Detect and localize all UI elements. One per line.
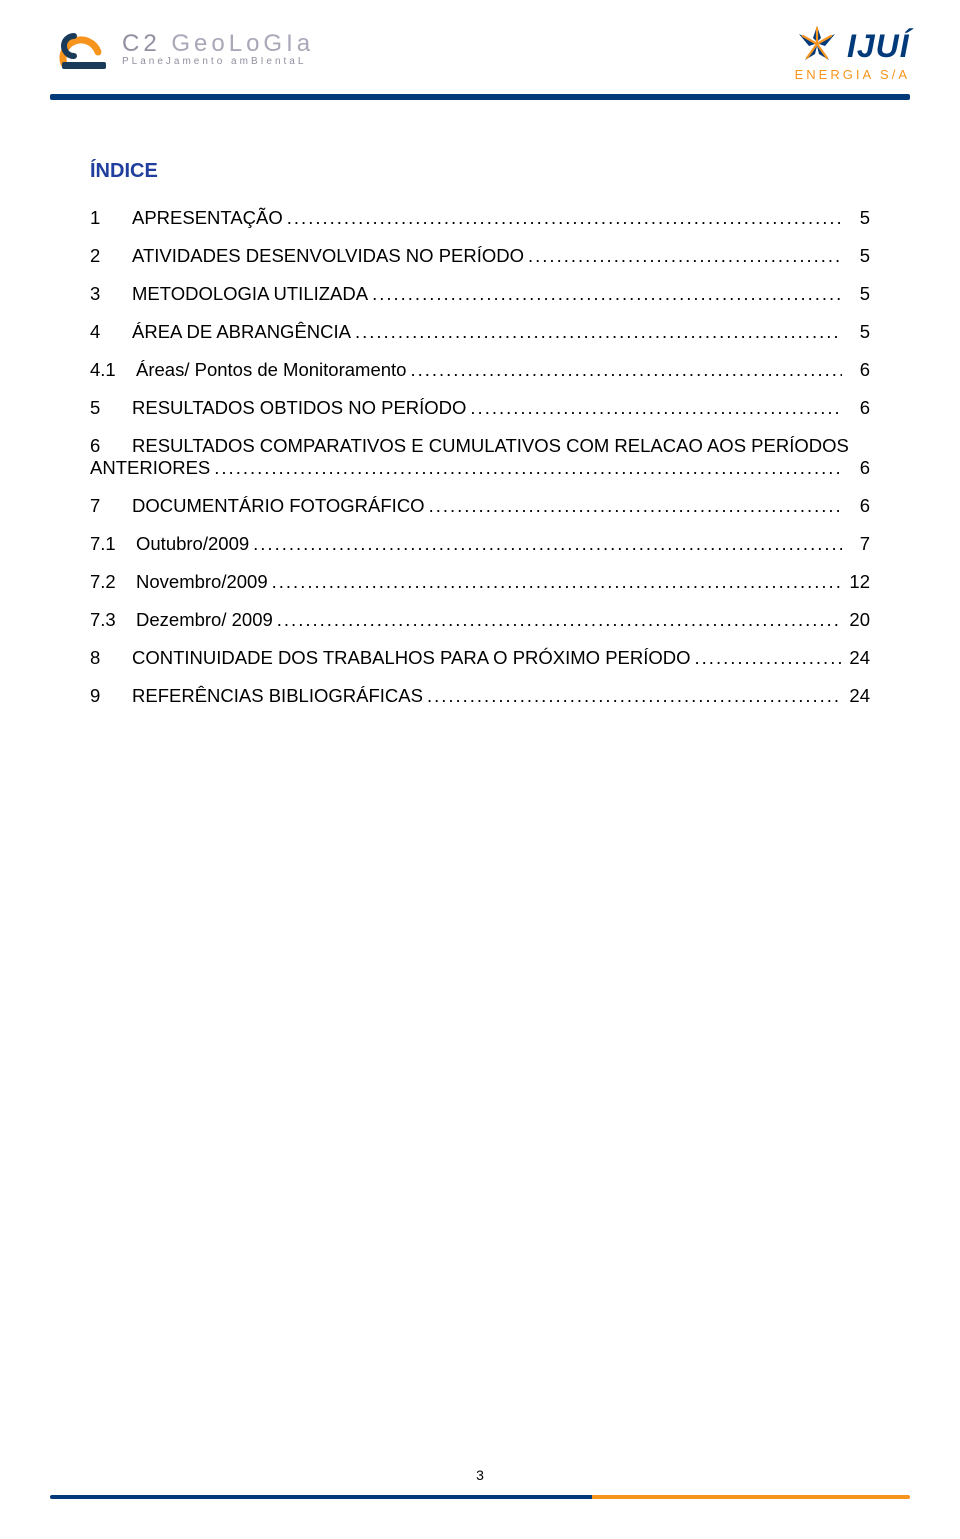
- logo-ijui: IJUÍ ENERGIA S/A: [795, 24, 910, 82]
- indice-heading: ÍNDICE: [90, 160, 870, 183]
- toc-num: 8: [90, 647, 132, 669]
- toc-label: RESULTADOS OBTIDOS NO PERÍODO: [132, 397, 466, 419]
- footer-seg-blue: [50, 1495, 592, 1499]
- toc-row: 6RESULTADOS COMPARATIVOS E CUMULATIVOS C…: [90, 435, 870, 479]
- toc-dots: [277, 609, 842, 631]
- ijui-title: IJUÍ: [847, 28, 910, 65]
- page-number: 3: [0, 1467, 960, 1483]
- toc-row: 7.1Outubro/2009 7: [90, 533, 870, 555]
- toc-row: 7.2Novembro/2009 12: [90, 571, 870, 593]
- toc-label: Outubro/2009: [136, 533, 249, 555]
- toc-num: 2: [90, 245, 132, 267]
- toc-dots: [253, 533, 842, 555]
- toc-page: 12: [846, 571, 870, 593]
- toc-row: 9REFERÊNCIAS BIBLIOGRÁFICAS 24: [90, 685, 870, 707]
- toc-dots: [410, 359, 842, 381]
- toc-num: 4.1: [90, 359, 136, 381]
- toc-row: 3METODOLOGIA UTILIZADA 5: [90, 283, 870, 305]
- toc-label: Dezembro/ 2009: [136, 609, 273, 631]
- toc-page: 5: [846, 283, 870, 305]
- table-of-contents: 1APRESENTAÇÃO52ATIVIDADES DESENVOLVIDAS …: [90, 207, 870, 707]
- toc-page: 6: [846, 359, 870, 381]
- toc-row: 7DOCUMENTÁRIO FOTOGRÁFICO 6: [90, 495, 870, 517]
- toc-page: 5: [846, 321, 870, 343]
- toc-page: 5: [846, 207, 870, 229]
- toc-label: ANTERIORES: [90, 457, 210, 479]
- toc-row: 5RESULTADOS OBTIDOS NO PERÍODO 6: [90, 397, 870, 419]
- ijui-star-icon: [795, 24, 839, 69]
- toc-dots: [355, 321, 842, 343]
- c2-subtitle: PLaneJamento amBIentaL: [122, 56, 314, 67]
- toc-dots: [214, 457, 842, 479]
- toc-num: 4: [90, 321, 132, 343]
- toc-dots: [272, 571, 842, 593]
- content-area: ÍNDICE 1APRESENTAÇÃO52ATIVIDADES DESENVO…: [0, 100, 960, 707]
- toc-num: 7: [90, 495, 132, 517]
- toc-label: ATIVIDADES DESENVOLVIDAS NO PERÍODO: [132, 245, 524, 267]
- toc-row: 7.3Dezembro/ 2009 20: [90, 609, 870, 631]
- toc-page: 6: [846, 457, 870, 479]
- toc-label: CONTINUIDADE DOS TRABALHOS PARA O PRÓXIM…: [132, 647, 691, 669]
- toc-row: 2ATIVIDADES DESENVOLVIDAS NO PERÍODO 5: [90, 245, 870, 267]
- toc-num: 7.1: [90, 533, 136, 555]
- toc-dots: [287, 207, 842, 229]
- toc-num: 6: [90, 435, 132, 457]
- toc-page: 6: [846, 495, 870, 517]
- toc-num: 1: [90, 207, 132, 229]
- c2-title-b: GeoLoGIa: [171, 30, 314, 57]
- toc-row: 1APRESENTAÇÃO 5: [90, 207, 870, 229]
- toc-dots: [695, 647, 842, 669]
- toc-row: 8CONTINUIDADE DOS TRABALHOS PARA O PRÓXI…: [90, 647, 870, 669]
- toc-dots: [429, 495, 842, 517]
- toc-num: 3: [90, 283, 132, 305]
- toc-label: Áreas/ Pontos de Monitoramento: [136, 359, 406, 381]
- toc-page: 6: [846, 397, 870, 419]
- c2-title: C2 GeoLoGIa: [122, 30, 314, 58]
- toc-num: 7.2: [90, 571, 136, 593]
- toc-label: APRESENTAÇÃO: [132, 207, 283, 229]
- toc-row: 4ÁREA DE ABRANGÊNCIA 5: [90, 321, 870, 343]
- toc-page: 7: [846, 533, 870, 555]
- toc-num: 9: [90, 685, 132, 707]
- c2-title-a: C2: [122, 30, 161, 57]
- toc-page: 24: [846, 685, 870, 707]
- toc-dots: [470, 397, 842, 419]
- toc-label: DOCUMENTÁRIO FOTOGRÁFICO: [132, 495, 425, 517]
- toc-page: 24: [846, 647, 870, 669]
- toc-dots: [427, 685, 842, 707]
- ijui-subtitle: ENERGIA S/A: [795, 67, 910, 82]
- toc-page: 20: [846, 609, 870, 631]
- toc-label: METODOLOGIA UTILIZADA: [132, 283, 368, 305]
- toc-label: REFERÊNCIAS BIBLIOGRÁFICAS: [132, 685, 423, 707]
- toc-num: 7.3: [90, 609, 136, 631]
- toc-row: 4.1Áreas/ Pontos de Monitoramento 6: [90, 359, 870, 381]
- toc-label: RESULTADOS COMPARATIVOS E CUMULATIVOS CO…: [132, 435, 849, 457]
- toc-page: 5: [846, 245, 870, 267]
- footer-seg-orange: [592, 1495, 910, 1499]
- toc-dots: [528, 245, 842, 267]
- toc-label: Novembro/2009: [136, 571, 268, 593]
- toc-label: ÁREA DE ABRANGÊNCIA: [132, 321, 351, 343]
- page-header: C2 GeoLoGIa PLaneJamento amBIentaL: [0, 0, 960, 82]
- toc-num: 5: [90, 397, 132, 419]
- ijui-row: IJUÍ: [795, 24, 910, 69]
- logo-c2-geologia: C2 GeoLoGIa PLaneJamento amBIentaL: [50, 24, 314, 72]
- toc-dots: [372, 283, 842, 305]
- footer-divider: [50, 1495, 910, 1499]
- c2-mark-icon: [50, 24, 112, 72]
- c2-text: C2 GeoLoGIa PLaneJamento amBIentaL: [122, 30, 314, 67]
